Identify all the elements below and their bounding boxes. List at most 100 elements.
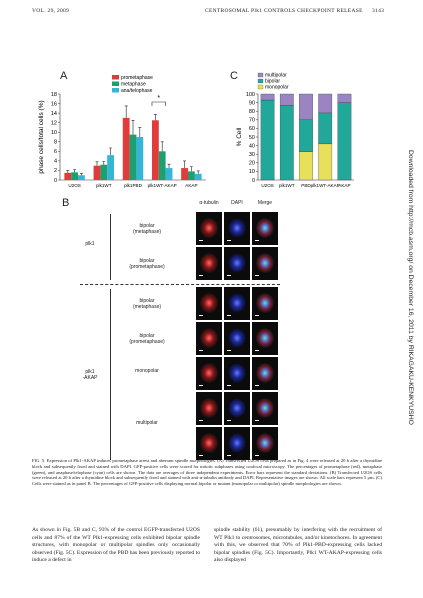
legend-swatch <box>112 75 119 80</box>
y-tick-label: 100 <box>246 92 255 98</box>
error-bar <box>196 170 200 174</box>
body-column: spindle stability (61), presumably by in… <box>214 527 382 564</box>
micrograph-row <box>196 392 278 425</box>
annotation: * <box>157 95 160 102</box>
micrograph-row <box>196 357 278 390</box>
x-tick-label: plk1WT-AKAP <box>311 183 340 188</box>
bar <box>194 173 202 180</box>
cell-signal <box>256 363 274 383</box>
scale-bar <box>199 455 203 456</box>
bar <box>187 171 195 180</box>
bar-segment <box>260 93 275 101</box>
row-label: multipolar <box>136 420 158 426</box>
bar-segment <box>299 119 313 152</box>
scale-bar <box>199 275 203 276</box>
error-bar <box>160 141 164 152</box>
column-label: α-tubulin <box>199 200 219 206</box>
bar <box>100 164 108 180</box>
error-bar <box>138 127 142 137</box>
cell-signal <box>200 218 218 238</box>
scale-bar <box>199 385 203 386</box>
column-label: Merge <box>257 200 273 206</box>
y-tick-label: 0 <box>54 178 57 184</box>
bar <box>129 134 137 180</box>
legend-swatch <box>112 81 119 86</box>
y-tick-label: 6 <box>54 149 57 155</box>
bar-segment <box>337 102 352 181</box>
cell-signal <box>200 363 218 383</box>
row-label: bipolar (prometaphase) <box>129 257 165 270</box>
cell-signal <box>256 433 274 453</box>
y-tick-label: 10 <box>249 169 255 175</box>
chart-a: 0 2 4 6 8 10 12 14 16 18 phase cells/total cells (… <box>38 75 206 188</box>
y-tick-label: 30 <box>249 152 255 158</box>
legend-swatch <box>257 84 264 90</box>
y-tick-label: 20 <box>249 161 255 167</box>
x-tick-label: U2OS <box>261 183 274 188</box>
download-note: Downloaded from http://mcb.asm.org/ on D… <box>407 150 414 425</box>
bar-segment <box>299 93 313 120</box>
legend-label: multipolar <box>265 73 287 79</box>
scale-bar <box>199 350 203 351</box>
scale-bar <box>255 455 259 456</box>
micrograph-row <box>196 287 278 320</box>
panel-letter: B <box>62 197 70 209</box>
scale-bar <box>227 275 231 276</box>
body-column: As shown in Fig. 5B and C, 93% of the co… <box>32 527 200 564</box>
row-label: bipolar (metaphase) <box>132 297 162 310</box>
group-bracket <box>110 289 111 460</box>
y-axis-label: phase cells/total cells (%) <box>38 100 45 173</box>
y-tick-label: 40 <box>249 143 255 149</box>
bar-segment <box>318 93 333 114</box>
cell-signal <box>256 398 274 418</box>
error-bar <box>66 170 70 173</box>
scale-bar <box>255 240 259 241</box>
y-tick-label: 4 <box>54 159 57 165</box>
x-tick-label: plk1WT <box>96 183 112 188</box>
group-bracket <box>110 214 111 280</box>
scale-bar <box>255 275 259 276</box>
micrograph-row <box>196 322 278 355</box>
scale-bar <box>255 315 259 316</box>
y-tick-label: 60 <box>249 126 255 132</box>
y-tick-label: 18 <box>51 92 57 98</box>
bar <box>71 172 79 180</box>
legend-swatch <box>257 78 264 84</box>
cell-signal <box>256 253 274 273</box>
error-bar <box>189 166 193 172</box>
scale-bar <box>255 420 259 421</box>
y-tick-label: 10 <box>51 130 57 136</box>
bar <box>136 137 144 180</box>
legend-label: monopolar <box>265 85 289 91</box>
y-tick-label: 80 <box>249 109 255 115</box>
cell-signal <box>256 218 274 238</box>
scale-bar <box>199 420 203 421</box>
cell-signal <box>228 253 246 273</box>
error-bar <box>167 163 171 169</box>
y-tick-label: 70 <box>249 118 255 124</box>
cell-signal <box>256 293 274 313</box>
scale-bar <box>255 385 259 386</box>
bar <box>78 175 85 180</box>
y-tick-label: 2 <box>54 168 57 174</box>
cell-signal <box>200 433 218 453</box>
legend-label: prometaphase <box>121 75 153 81</box>
panel-letter: C <box>230 70 238 82</box>
bar <box>122 117 130 180</box>
x-tick-label: plk1PBD <box>124 183 143 188</box>
y-tick-label: 14 <box>51 111 57 117</box>
significance-bracket <box>151 101 166 106</box>
bar-segment <box>279 105 294 180</box>
scale-bar <box>227 455 231 456</box>
cell-signal <box>228 293 246 313</box>
running-head-title: CENTROSOMAL Plk1 CONTROLS CHECKPOINT REL… <box>205 8 363 14</box>
row-label: bipolar (prometaphase) <box>129 332 165 345</box>
error-bar <box>73 169 77 173</box>
x-tick-label: PBD <box>301 183 311 188</box>
running-head-volume: VOL. 29, 2009 <box>32 8 70 14</box>
cell-signal <box>256 328 274 348</box>
bar <box>151 120 159 180</box>
group-divider <box>80 284 280 285</box>
cell-signal <box>200 398 218 418</box>
scale-bar <box>227 240 231 241</box>
